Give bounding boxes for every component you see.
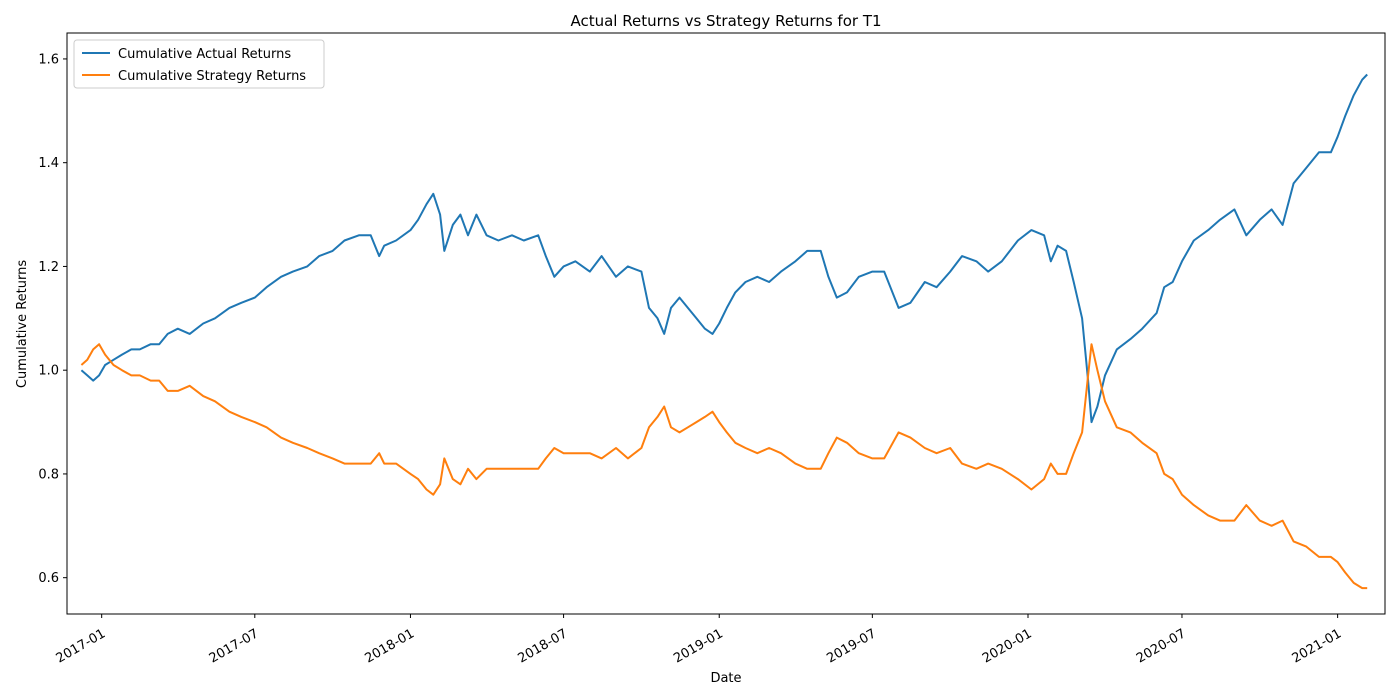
series-line-actual bbox=[80, 73, 1368, 424]
series-line-strategy bbox=[80, 343, 1368, 590]
legend-label-actual: Cumulative Actual Returns bbox=[118, 47, 291, 62]
y-axis-label: Cumulative Returns bbox=[15, 260, 30, 388]
y-tick-label: 1.4 bbox=[38, 156, 59, 171]
y-tick-label: 0.6 bbox=[38, 571, 59, 586]
series-layer bbox=[80, 73, 1368, 590]
chart-title: Actual Returns vs Strategy Returns for T… bbox=[570, 12, 881, 30]
y-tick-label: 0.8 bbox=[38, 467, 59, 482]
plot-frame bbox=[66, 32, 1386, 615]
y-tick-label: 1.2 bbox=[38, 260, 59, 275]
legend-box bbox=[73, 39, 325, 89]
y-tick-label: 1.0 bbox=[38, 364, 59, 379]
legend-label-strategy: Cumulative Strategy Returns bbox=[118, 69, 306, 84]
y-tick-label: 1.6 bbox=[38, 52, 59, 67]
y-axis: 0.6 0.8 1.0 1.2 1.4 1.6 bbox=[38, 52, 67, 586]
x-axis-label: Date bbox=[710, 671, 741, 686]
legend: Cumulative Actual Returns Cumulative Str… bbox=[73, 39, 325, 89]
